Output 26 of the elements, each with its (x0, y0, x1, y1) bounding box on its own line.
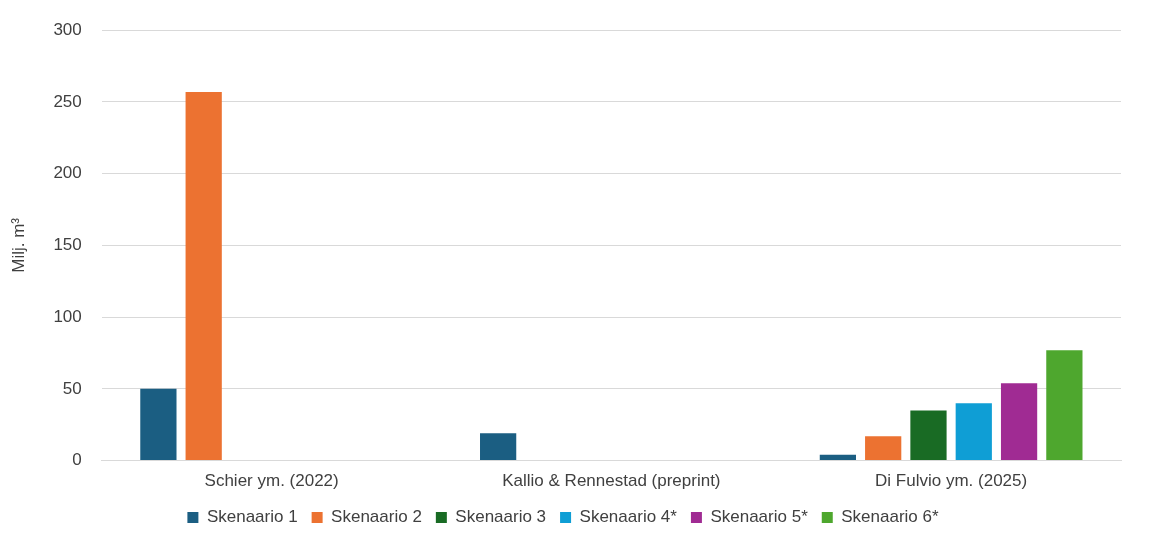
bar (185, 91, 222, 461)
legend-label: Skenaario 5* (710, 507, 809, 527)
y-tick-label: 250 (53, 91, 82, 111)
x-tick-label: Kallio & Rennestad (preprint) (502, 471, 721, 491)
x-tick-label: Schier ym. (2022) (204, 471, 339, 491)
y-tick-label: 100 (53, 306, 82, 326)
legend-label: Skenaario 1 (206, 507, 298, 527)
legend-label: Skenaario 2 (331, 507, 422, 527)
bar (819, 454, 856, 461)
y-tick-label: 0 (72, 450, 82, 470)
bar (955, 403, 992, 461)
x-tick-label: Di Fulvio ym. (2025) (875, 471, 1028, 491)
bar (140, 388, 177, 461)
bar (865, 436, 902, 461)
bar (910, 410, 947, 461)
bar (1000, 383, 1038, 461)
y-tick-label: 50 (62, 378, 82, 398)
bar (480, 433, 517, 461)
y-axis-title: Milj. m³ (8, 217, 28, 273)
legend-label: Skenaario 6* (841, 507, 939, 527)
y-tick-label: 150 (53, 235, 82, 255)
legend-label: Skenaario 4* (579, 507, 678, 527)
y-tick-label: 300 (53, 19, 82, 39)
y-tick-label: 200 (53, 163, 82, 183)
bar (1046, 350, 1083, 461)
legend-label: Skenaario 3 (455, 507, 547, 527)
